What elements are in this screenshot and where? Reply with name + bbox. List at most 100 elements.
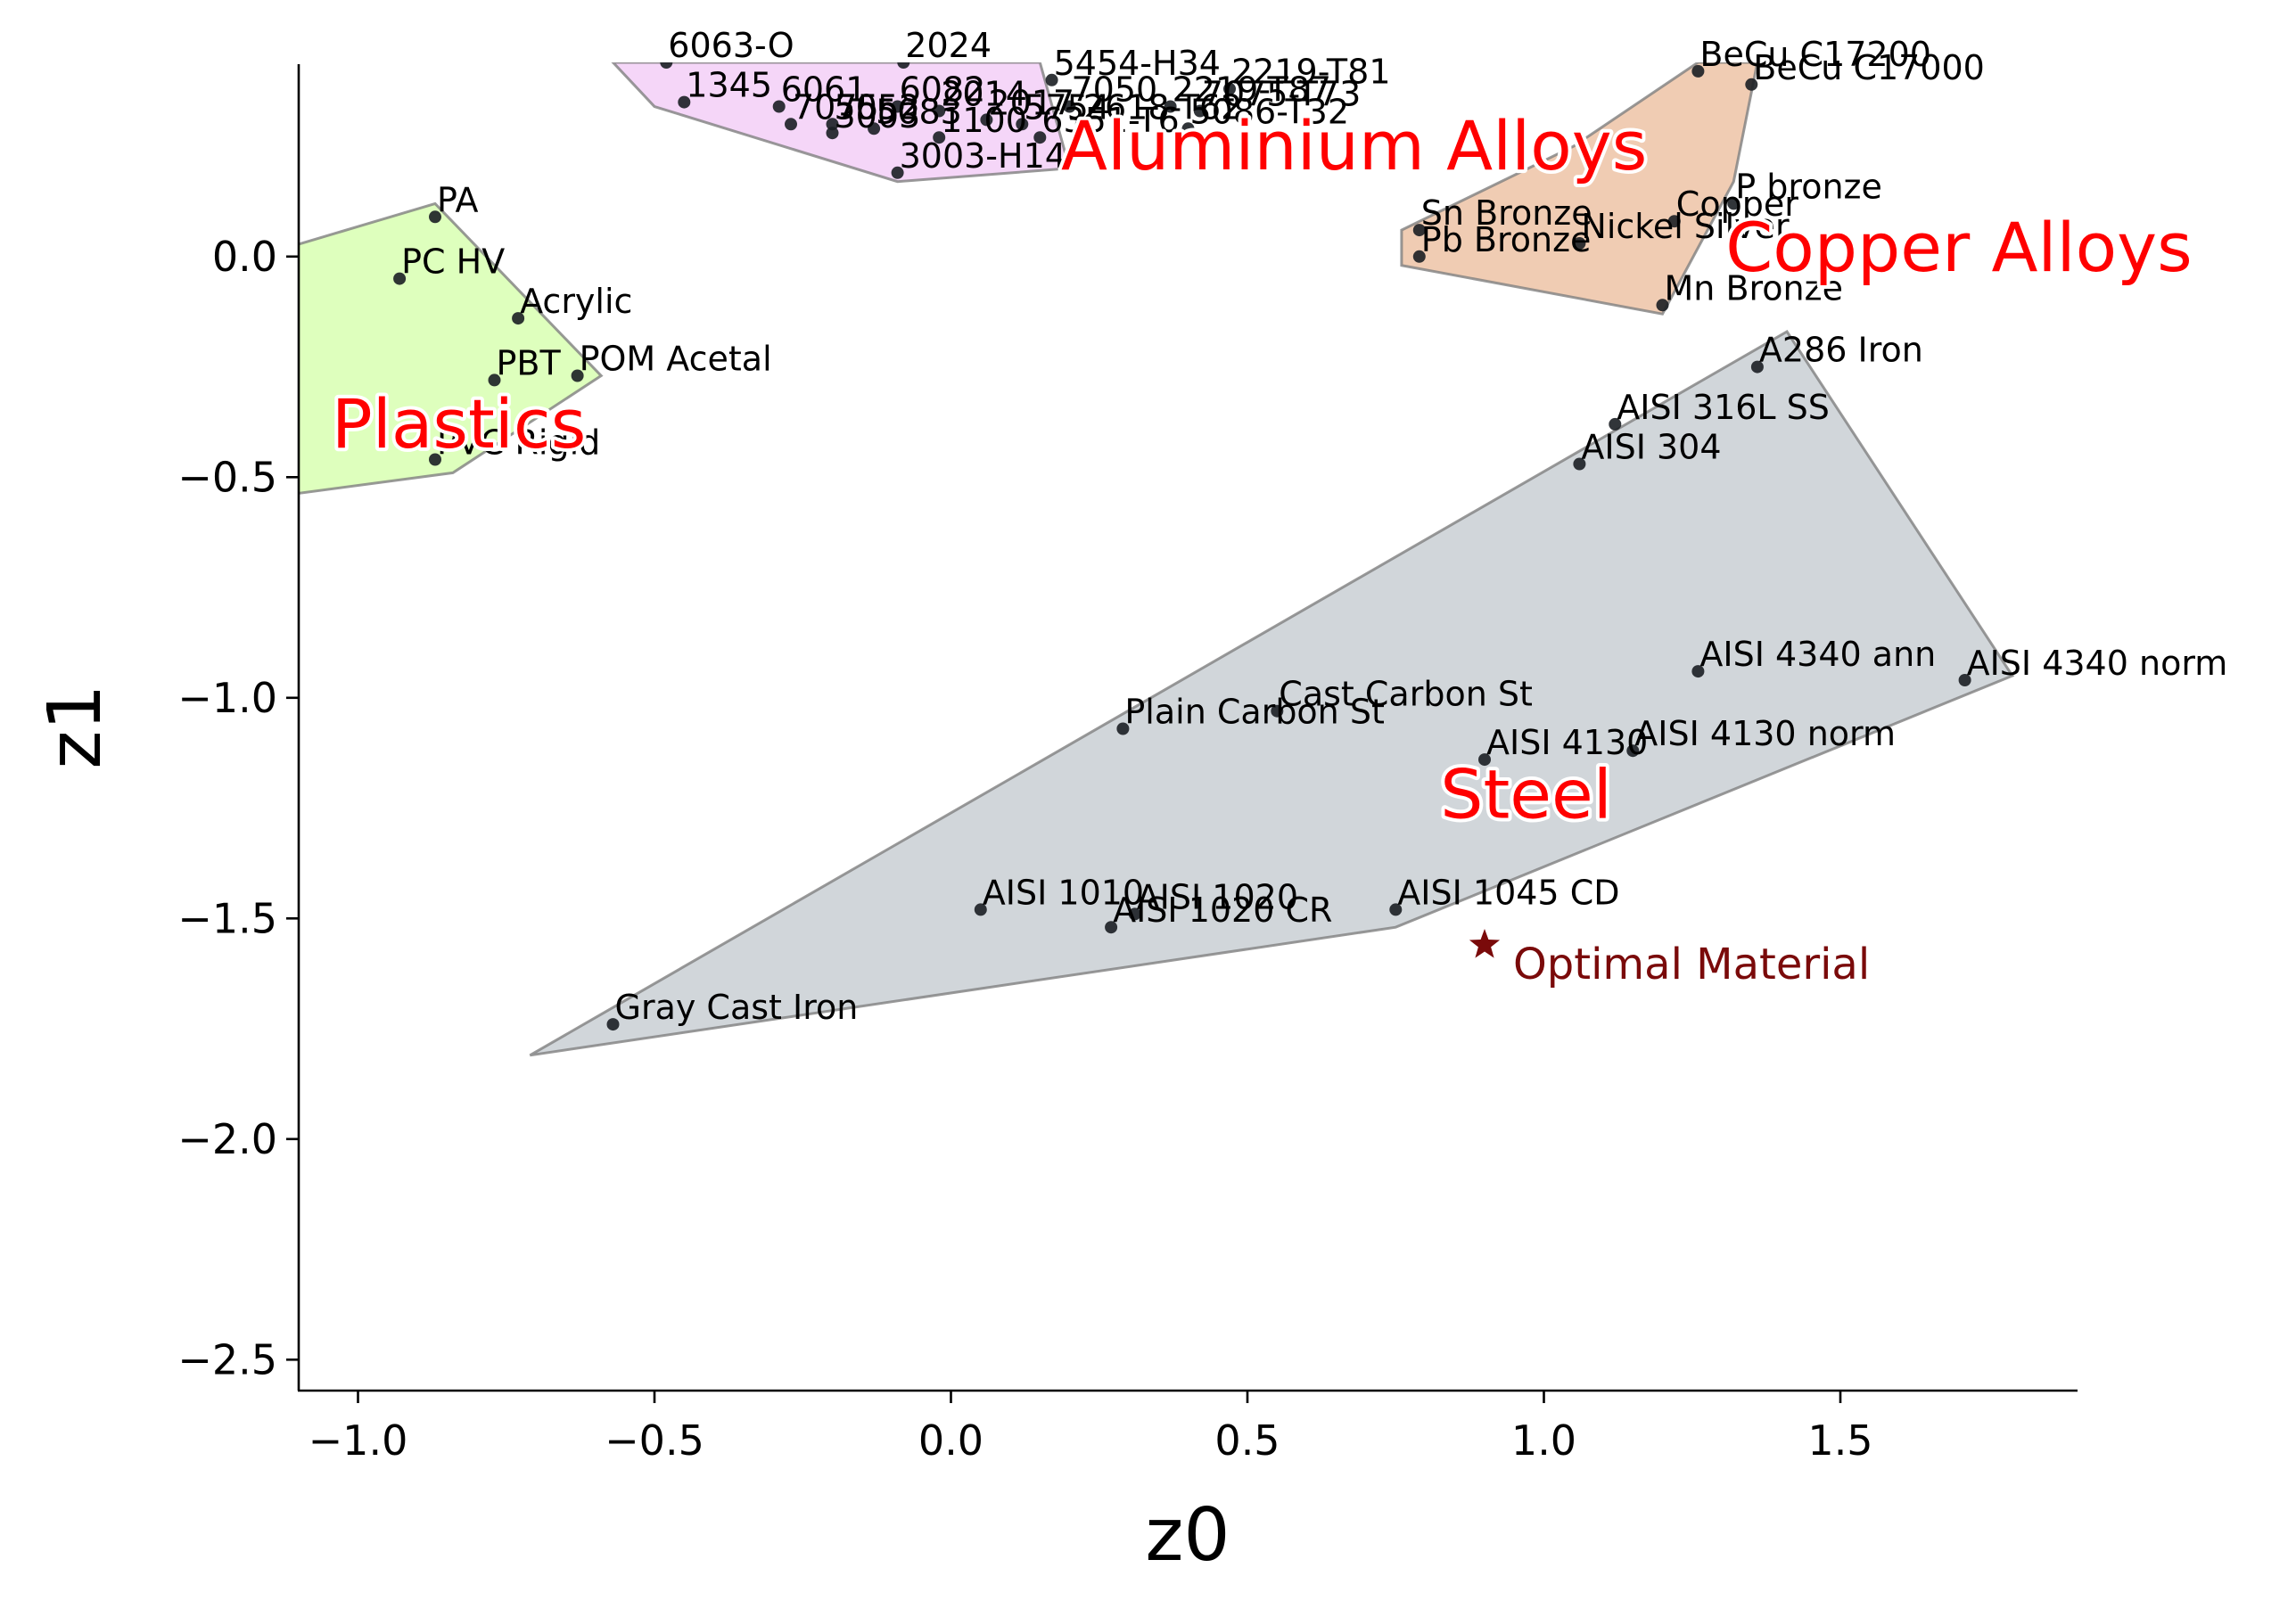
y-tick-label: −2.5 (177, 1335, 277, 1383)
point-aisi-1020 (1128, 907, 1141, 921)
point-label-p-bronze: P bronze (1735, 167, 1882, 206)
point-label-1100: 1100 (941, 101, 1027, 140)
point-7050 (1063, 100, 1076, 113)
point-pc-hv (393, 272, 407, 285)
point-label-2219-t81: 2219-T81 (1231, 53, 1391, 92)
point-label-6061: 6061 (781, 70, 868, 110)
hull-aluminium-alloys (611, 62, 1072, 184)
x-axis-label: z0 (1145, 1493, 1230, 1578)
point-label-aisi-1045-cd: AISI 1045 CD (1397, 873, 1619, 912)
x-tick-label: 0.0 (918, 1416, 983, 1465)
point-7075-t73 (1193, 104, 1206, 118)
point-label-a286-iron: A286 Iron (1759, 331, 1923, 370)
point-label-pb-bronze: Pb Bronze (1421, 220, 1592, 259)
point-a286-iron (1750, 360, 1764, 374)
hull-copper-alloys (1400, 62, 1759, 316)
point-2219-t81 (1223, 82, 1236, 95)
point-label-pom-acetal: POM Acetal (580, 340, 772, 379)
hull-steel (529, 329, 2015, 1057)
point-label-aisi-4340-norm: AISI 4340 norm (1967, 644, 2228, 683)
point-aisi-304 (1573, 457, 1586, 471)
point-nickel-silver (1573, 237, 1586, 250)
data-points (393, 62, 1971, 1031)
point-label-3003-h14: 3003-H14 (900, 136, 1066, 176)
point-label-7050: 7050 (1072, 70, 1158, 110)
x-tick-label: 1.0 (1511, 1416, 1576, 1465)
group-label-plastics: Plastics (332, 384, 586, 464)
point-2014 (933, 104, 946, 118)
point-label-aisi-4130-norm: AISI 4130 norm (1634, 714, 1896, 753)
point-6082 (891, 100, 904, 113)
y-axis-label: z1 (33, 684, 118, 768)
point-aisi-4340-ann (1691, 665, 1705, 678)
y-tick-label: −1.0 (177, 674, 277, 722)
point-label-aisi-316l-ss: AISI 316L SS (1617, 388, 1830, 427)
point-6063-o (660, 62, 673, 69)
point-2618-t62 (1074, 118, 1088, 131)
point-pa (429, 210, 441, 224)
point-label-6082: 6082 (900, 70, 986, 110)
point-5052 (826, 118, 839, 131)
point-label-5052: 5052 (835, 87, 921, 127)
point-3003-h14 (891, 166, 904, 179)
point-gray-cast-iron (606, 1018, 620, 1031)
y-tick-label: −0.5 (177, 453, 277, 501)
point-sn-bronze (1412, 224, 1426, 237)
point-label-2014: 2014 (941, 75, 1027, 114)
group-label-aluminium-alloys: Aluminium Alloys (1061, 106, 1647, 185)
point-label-aisi-1020: AISI 1020 (1137, 877, 1298, 916)
point-label-aisi-1010: AISI 1010 (983, 873, 1144, 912)
point-pvc-rigid (429, 453, 441, 466)
point-label-2017: 2017 (988, 83, 1074, 122)
point-pb-bronze (1412, 250, 1426, 263)
point-aisi-4130 (1478, 753, 1491, 767)
point-2024 (897, 62, 910, 69)
point-label-5454-h34: 5454-H34 (1054, 44, 1221, 83)
point-becu-c17000 (1745, 78, 1758, 91)
point-label-aisi-4130: AISI 4130 (1486, 723, 1648, 762)
optimal-marker-group: Optimal Material (1469, 929, 1870, 989)
group-label-copper-alloys: Copper Alloys (1725, 208, 2193, 287)
hull-plastics (299, 201, 604, 495)
point-label-2024: 2024 (905, 26, 992, 65)
x-tick-label: 0.5 (1214, 1416, 1280, 1465)
point-label-cast-carbon-st: Cast Carbon St (1279, 675, 1533, 714)
point-label-aisi-304: AISI 304 (1581, 428, 1721, 467)
point-5086-t32 (1181, 122, 1195, 135)
point-label-7075: 7075 (793, 87, 879, 127)
point-label-pc-hv: PC HV (401, 242, 505, 282)
point-label-3003: 3003 (835, 96, 921, 135)
point-label-becu-c17200: BeCu C17200 (1699, 35, 1931, 74)
point-label-aisi-4340-ann: AISI 4340 ann (1699, 635, 1936, 674)
x-tick-label: −1.0 (309, 1416, 408, 1465)
point-label-7075-t73: 7075-T73 (1202, 75, 1362, 114)
point-label-2219-t87: 2219-T87 (1173, 70, 1332, 110)
point-copper (1667, 215, 1681, 228)
point-label-gray-cast-iron: Gray Cast Iron (615, 988, 859, 1027)
point-label-mn-bronze: Mn Bronze (1665, 268, 1843, 308)
point-7075 (785, 118, 797, 131)
axes (297, 64, 2078, 1392)
point-plain-carbon-st (1116, 722, 1130, 735)
group-labels: Plastics Aluminium Alloys Copper Alloys Ste… (328, 103, 2196, 838)
optimal-marker (1469, 929, 1501, 958)
y-ticks: 0.0 −0.5 −1.0 −1.5 −2.0 −2.5 (177, 233, 299, 1383)
point-acrylic (512, 312, 525, 325)
point-label-5086-t32: 5086-T32 (1190, 92, 1350, 131)
x-tick-label: 1.5 (1807, 1416, 1872, 1465)
point-aisi-1045-cd (1389, 903, 1403, 916)
point-aisi-1010 (974, 903, 987, 916)
point-1100 (933, 131, 946, 144)
point-2017 (980, 113, 993, 127)
point-5083 (868, 122, 881, 135)
y-tick-label: 0.0 (212, 233, 277, 281)
point-5454-h34 (1045, 73, 1058, 86)
point-5754 (1016, 118, 1029, 131)
point-label-pvc-rigid: PVC Rigid (437, 423, 600, 463)
point-label-copper: Copper (1676, 185, 1798, 224)
point-6351-t6 (1033, 131, 1047, 144)
point-label-1345: 1345 (686, 66, 772, 105)
point-6061 (772, 100, 786, 113)
point-label-5083: 5083 (876, 92, 962, 131)
point-p-bronze (1727, 197, 1741, 210)
